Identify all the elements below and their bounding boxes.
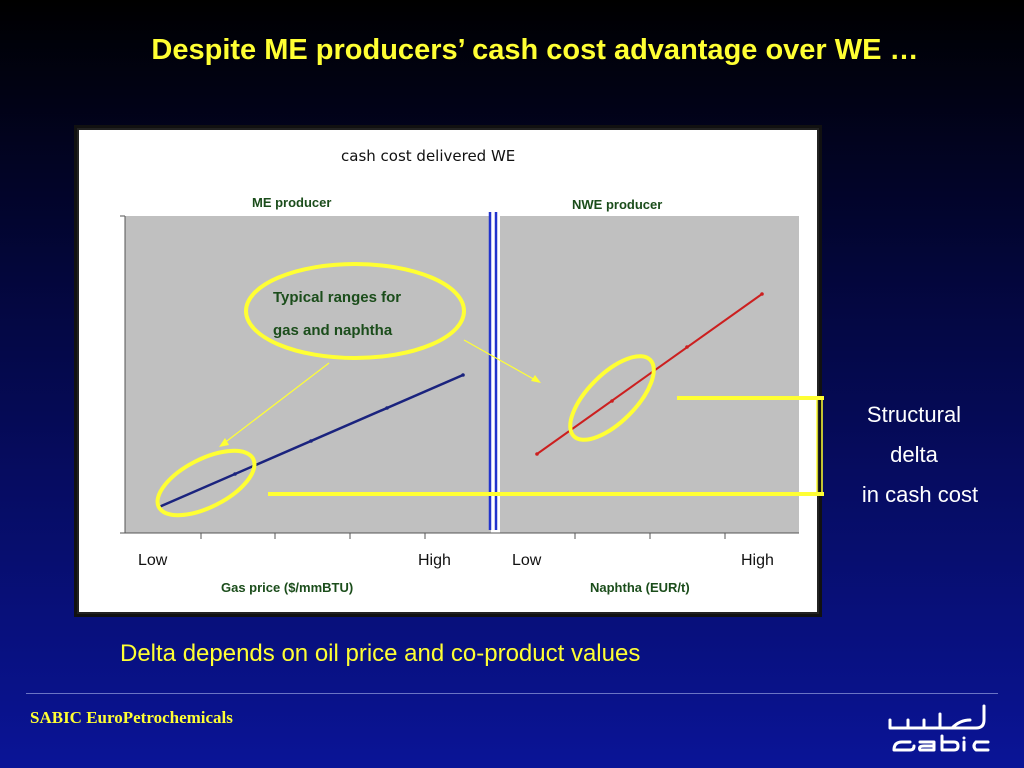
slide-subtitle: Delta depends on oil price and co-produc…	[120, 640, 641, 667]
callout-ellipse	[244, 262, 466, 360]
me-cost-point	[461, 373, 465, 377]
naphtha-range-ellipse	[568, 354, 656, 442]
left-tick-high: High	[418, 552, 451, 569]
right-tick-high: High	[741, 552, 774, 569]
callout-text-line1: Typical ranges for	[273, 289, 401, 306]
arrowhead-icon	[531, 375, 541, 383]
sabic-logo	[888, 704, 990, 752]
nwe-cost-point	[685, 345, 689, 349]
callout-arrow-left	[222, 362, 330, 445]
arrowhead-icon	[219, 438, 229, 447]
nwe-cost-point	[610, 399, 614, 403]
slide-title: Despite ME producers’ cash cost advantag…	[151, 34, 919, 66]
callout-arrow-right	[463, 339, 538, 382]
right-tick-low: Low	[512, 552, 542, 569]
chart-panel: cash cost delivered WE ME producer NWE p…	[77, 128, 819, 614]
structural-delta-line1: Structural	[866, 402, 962, 427]
cash-cost-diagram: cash cost delivered WE ME producer NWE p…	[120, 147, 799, 595]
nwe-cost-line	[536, 293, 763, 455]
callout-text-line2: gas and naphtha	[273, 322, 393, 339]
left-panel-label: ME producer	[252, 195, 331, 210]
me-cost-point	[385, 406, 389, 410]
right-x-axis-label: Naphtha (EUR/t)	[590, 580, 690, 595]
left-tick-low: Low	[138, 552, 168, 569]
chart-title: cash cost delivered WE	[341, 147, 515, 165]
nwe-cost-point	[535, 452, 539, 456]
structural-delta-line2: delta	[890, 442, 938, 467]
right-panel-label: NWE producer	[572, 197, 662, 212]
footer-divider	[26, 693, 998, 694]
footer-company: SABIC EuroPetrochemicals	[30, 708, 233, 727]
me-cost-point	[233, 472, 237, 476]
me-cost-point	[309, 439, 313, 443]
nwe-cost-point	[760, 292, 764, 296]
structural-delta-line3: in cash cost	[861, 482, 979, 507]
left-x-axis-label: Gas price ($/mmBTU)	[221, 580, 353, 595]
gas-range-ellipse	[155, 448, 257, 518]
